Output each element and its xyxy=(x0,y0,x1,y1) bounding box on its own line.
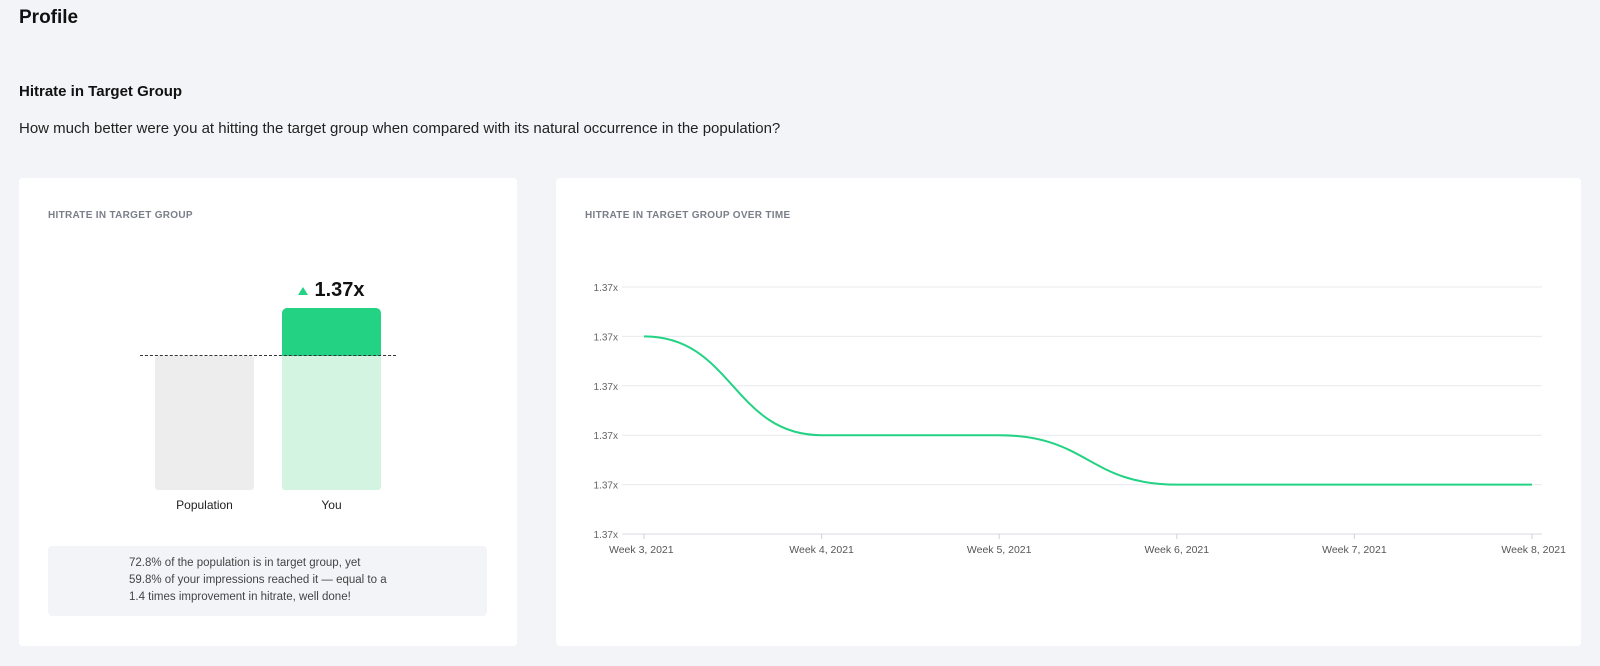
population-bar xyxy=(155,356,254,490)
info-line: 1.4 times improvement in hitrate, well d… xyxy=(129,591,351,603)
y-tick-label: 1.37x xyxy=(594,283,618,294)
x-tick-label: Week 7, 2021 xyxy=(1322,544,1387,556)
y-tick-label: 1.37x xyxy=(594,481,618,492)
x-tick-label: Week 3, 2021 xyxy=(609,544,674,556)
info-line: 59.8% of your impressions reached it — e… xyxy=(129,574,387,586)
y-tick-label: 1.37x xyxy=(594,382,618,393)
line-chart-title: HITRATE IN TARGET GROUP OVER TIME xyxy=(585,210,791,221)
triangle-up-icon xyxy=(298,286,309,295)
info-line: 72.8% of the population is in target gro… xyxy=(129,557,361,569)
y-tick-label: 1.37x xyxy=(594,530,618,541)
x-tick-label: Week 5, 2021 xyxy=(967,544,1032,556)
section-title: Hitrate in Target Group xyxy=(19,83,183,100)
y-tick-label: 1.37x xyxy=(594,431,618,442)
bar-card-label: HITRATE IN TARGET GROUP xyxy=(48,210,193,221)
you-bar-label: You xyxy=(321,498,342,512)
hitrate-value-text: 1.37x xyxy=(314,279,365,301)
y-tick-label: 1.37x xyxy=(594,332,618,343)
you-bar-improvement xyxy=(282,308,381,356)
hitrate-over-time-card: HITRATE IN TARGET GROUP OVER TIME 1.37x 1… xyxy=(556,178,1581,646)
info-box: 72.8% of the population is in target gro… xyxy=(48,546,487,616)
x-tick-label: Week 8, 2021 xyxy=(1501,544,1566,556)
x-tick-label: Week 4, 2021 xyxy=(789,544,854,556)
section-description: How much better were you at hitting the … xyxy=(19,120,781,137)
population-bar-label: Population xyxy=(176,498,233,512)
x-tick-label: Week 6, 2021 xyxy=(1144,544,1209,556)
you-bar-base xyxy=(282,356,381,490)
hitrate-bar-card: HITRATE IN TARGET GROUP 1.37x Population… xyxy=(19,178,517,646)
page-title: Profile xyxy=(19,7,79,28)
line-chart: 1.37x 1.37x 1.37x 1.37x 1.37x 1.37x Week 3, 20… xyxy=(594,283,1567,556)
series-line xyxy=(643,335,1532,486)
baseline-dashed-line xyxy=(140,355,396,356)
hitrate-value: 1.37x xyxy=(282,279,381,302)
